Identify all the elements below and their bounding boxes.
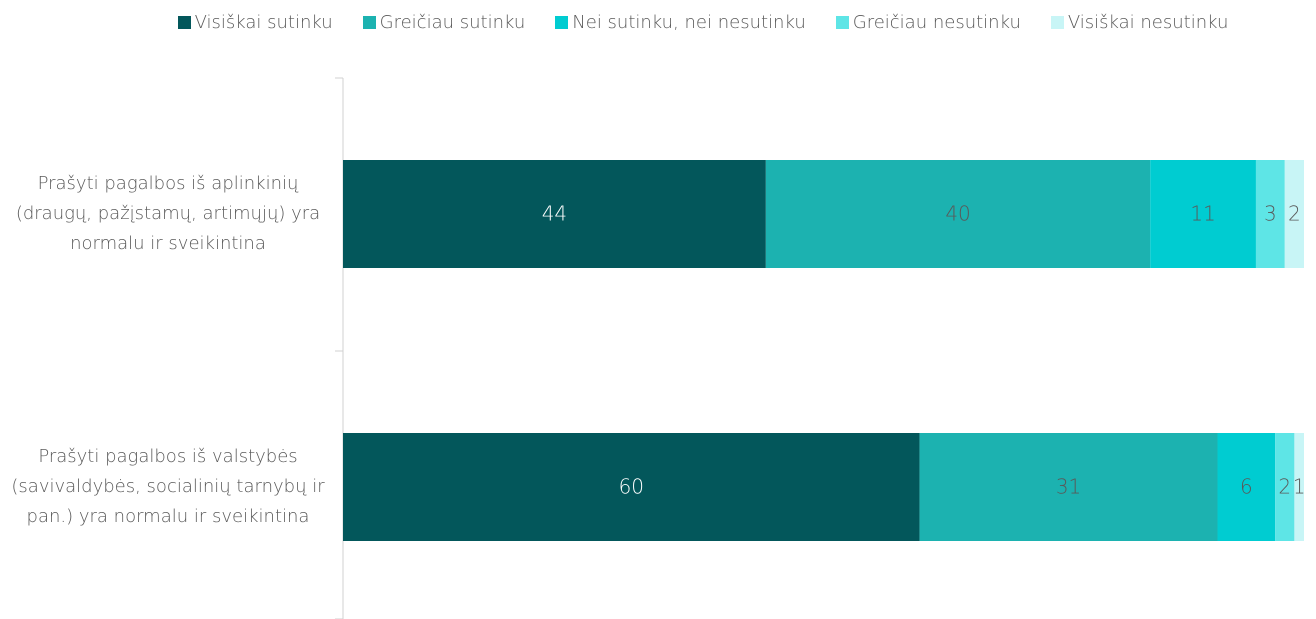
bar-segment (1217, 433, 1276, 541)
value-label: 11 (1190, 202, 1215, 226)
bar-segment (919, 433, 1218, 541)
bar-segment (1284, 160, 1304, 268)
legend-swatch (1050, 16, 1064, 29)
legend-swatch (835, 16, 849, 29)
bar-segment (1275, 433, 1295, 541)
value-label: 1 (1293, 475, 1306, 499)
category-label: Prašyti pagalbos iš aplinkinių (draugų, … (15, 173, 321, 254)
category-label: Prašyti pagalbos iš valstybės (savivaldy… (11, 446, 325, 527)
bar-segment (1150, 160, 1256, 268)
value-label: 6 (1240, 475, 1253, 499)
legend-label: Visiškai sutinku (194, 12, 333, 33)
legend-item: Greičiau sutinku (362, 12, 526, 33)
value-label: 60 (619, 475, 644, 499)
legend-item: Nei sutinku, nei nesutinku (555, 12, 806, 33)
legend: Visiškai sutinku Greičiau sutinku Nei suti… (0, 12, 1316, 33)
value-label: 2 (1288, 202, 1301, 226)
value-label: 2 (1278, 475, 1291, 499)
legend-swatch (362, 16, 376, 29)
legend-item: Greičiau nesutinku (835, 12, 1021, 33)
bar-segment (343, 433, 920, 541)
bar-segment (343, 160, 766, 268)
legend-swatch (555, 16, 569, 29)
legend-item: Visiškai sutinku (177, 12, 333, 33)
legend-label: Visiškai nesutinku (1067, 12, 1229, 33)
value-label: 40 (945, 202, 970, 226)
value-label: 31 (1056, 475, 1081, 499)
value-label: 3 (1264, 202, 1277, 226)
value-label: 44 (542, 202, 567, 226)
legend-label: Nei sutinku, nei nesutinku (572, 12, 806, 33)
legend-item: Visiškai nesutinku (1050, 12, 1229, 33)
bar-segment (1255, 160, 1285, 268)
bar-segment (765, 160, 1151, 268)
bar-segment (1294, 433, 1304, 541)
legend-label: Greičiau nesutinku (852, 12, 1021, 33)
legend-label: Greičiau sutinku (379, 12, 526, 33)
legend-swatch (177, 16, 191, 29)
